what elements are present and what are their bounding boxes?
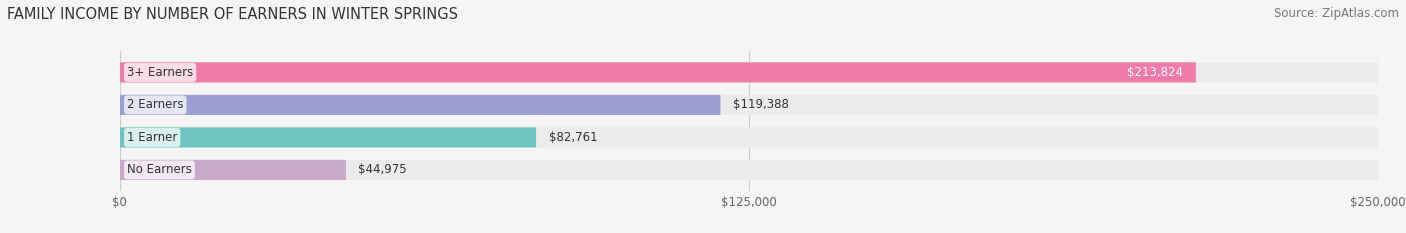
Text: 3+ Earners: 3+ Earners [127, 66, 193, 79]
FancyBboxPatch shape [120, 62, 1195, 82]
FancyBboxPatch shape [120, 62, 1378, 82]
Text: 1 Earner: 1 Earner [127, 131, 177, 144]
Text: $44,975: $44,975 [359, 163, 408, 176]
FancyBboxPatch shape [120, 160, 1378, 180]
Text: $119,388: $119,388 [733, 98, 789, 111]
FancyBboxPatch shape [120, 95, 1378, 115]
Text: FAMILY INCOME BY NUMBER OF EARNERS IN WINTER SPRINGS: FAMILY INCOME BY NUMBER OF EARNERS IN WI… [7, 7, 458, 22]
Text: 2 Earners: 2 Earners [127, 98, 184, 111]
FancyBboxPatch shape [120, 95, 720, 115]
FancyBboxPatch shape [120, 127, 536, 147]
Text: $82,761: $82,761 [548, 131, 598, 144]
Text: $213,824: $213,824 [1128, 66, 1184, 79]
FancyBboxPatch shape [120, 160, 346, 180]
FancyBboxPatch shape [120, 127, 1378, 147]
Text: No Earners: No Earners [127, 163, 193, 176]
Text: Source: ZipAtlas.com: Source: ZipAtlas.com [1274, 7, 1399, 20]
